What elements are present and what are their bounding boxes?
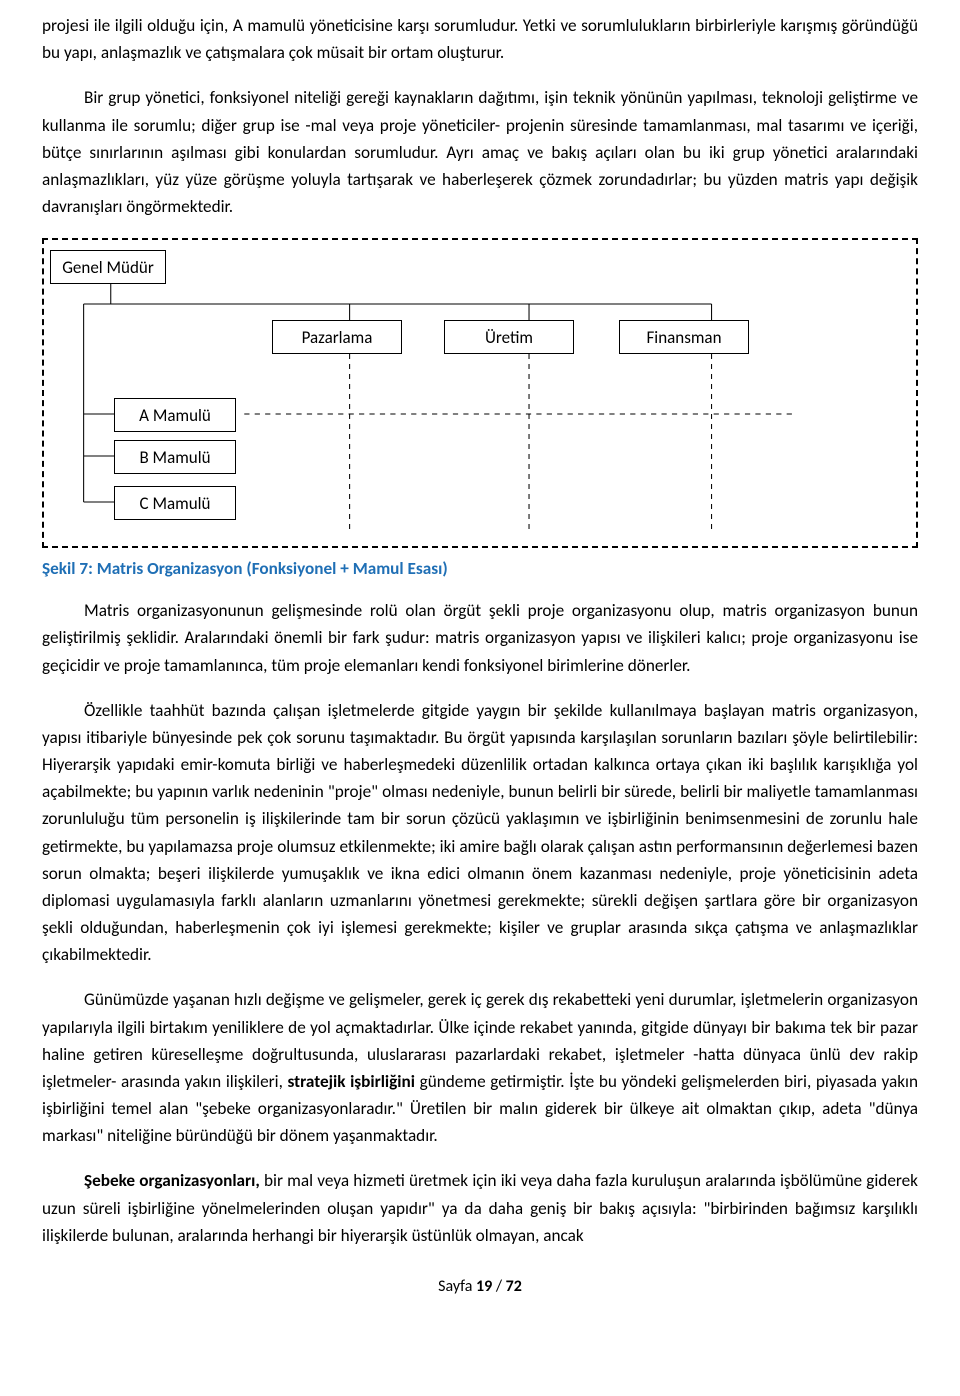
box-a-mamulu: A Mamulü — [114, 398, 236, 432]
page-footer: Sayfa 19 / 72 — [42, 1277, 918, 1296]
paragraph-5: Günümüzde yaşanan hızlı değişme ve geliş… — [42, 986, 918, 1149]
paragraph-2: Bir grup yönetici, fonksiyonel niteliği … — [42, 84, 918, 220]
paragraph-3: Matris organizasyonunun gelişmesinde rol… — [42, 597, 918, 679]
paragraph-4: Özellikle taahhüt bazında çalışan işletm… — [42, 697, 918, 969]
box-pazarlama: Pazarlama — [272, 320, 402, 354]
box-genel-mudur: Genel Müdür — [50, 250, 166, 284]
footer-sep: / — [492, 1277, 505, 1296]
footer-label: Sayfa — [438, 1277, 476, 1296]
footer-total-pages: 72 — [506, 1277, 522, 1296]
box-b-mamulu: B Mamulü — [114, 440, 236, 474]
box-c-mamulu: C Mamulü — [114, 486, 236, 520]
paragraph-6: Şebeke organizasyonları, bir mal veya hi… — [42, 1167, 918, 1249]
footer-current-page: 19 — [476, 1277, 492, 1296]
p6-bold: Şebeke organizasyonları, — [84, 1170, 260, 1191]
box-finansman: Finansman — [619, 320, 749, 354]
box-uretim: Üretim — [444, 320, 574, 354]
paragraph-1: projesi ile ilgili olduğu için, A mamulü… — [42, 12, 918, 66]
p5-bold: stratejik işbirliğini — [288, 1071, 415, 1092]
org-diagram: Genel Müdür Pazarlama Üretim Finansman A… — [42, 238, 918, 548]
figure-caption: Şekil 7: Matris Organizasyon (Fonksiyone… — [42, 558, 918, 579]
page-root: projesi ile ilgili olduğu için, A mamulü… — [0, 0, 960, 1316]
